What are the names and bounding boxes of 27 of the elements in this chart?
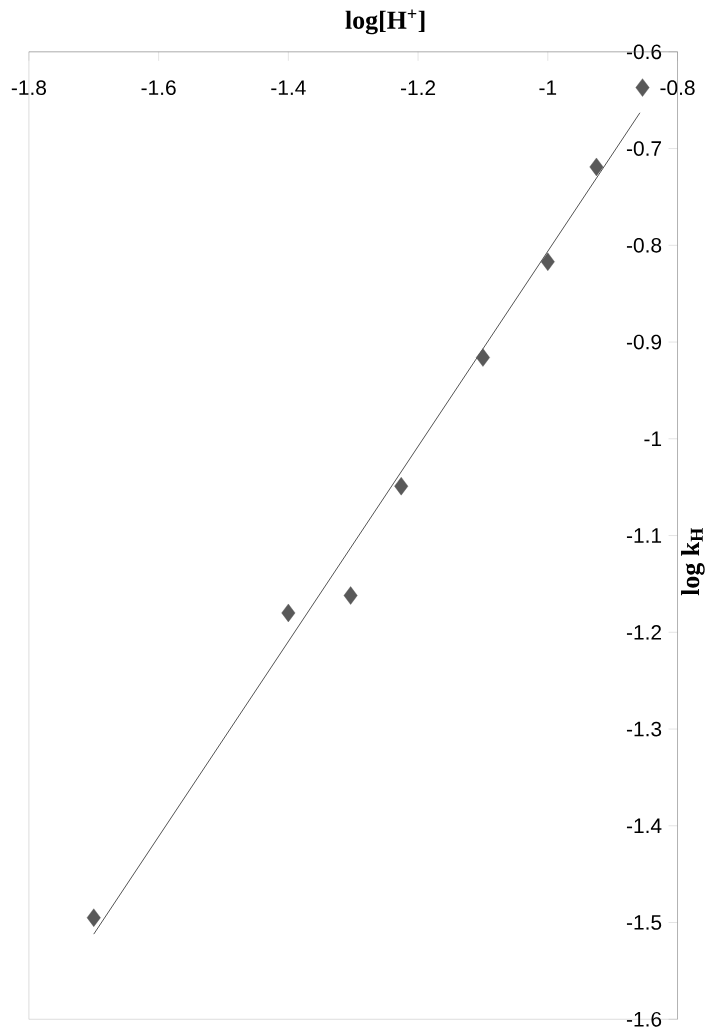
x-tick-label: -1.2 [400, 80, 436, 95]
point [540, 252, 555, 271]
point [343, 586, 358, 605]
x-axis-title: log[H$^{+}$] [345, 9, 425, 35]
x-tick-label: -0.8 [660, 80, 695, 96]
x-tick-label: -1.6 [141, 80, 176, 96]
point [476, 348, 490, 367]
y-tick-label: -0.7 [626, 141, 661, 156]
point [281, 603, 296, 623]
y-tick-label: -1.6 [626, 1011, 662, 1027]
point [589, 157, 604, 177]
y-tick-label: -1.3 [626, 721, 662, 737]
y-tick-label: -0.6 [626, 44, 662, 60]
point [394, 477, 409, 496]
y-tick-label: -1 [644, 431, 662, 446]
point [635, 78, 650, 97]
y-tick-label: -1.1 [626, 528, 662, 543]
y-tick-label: -1.2 [626, 624, 661, 640]
point [86, 908, 101, 927]
x-tick-label: -1 [539, 80, 557, 95]
x-tick-label: -1.8 [11, 80, 46, 96]
x-tick-label: -1.4 [271, 80, 306, 95]
y-axis-title: log k$_{H}$ [681, 528, 705, 596]
y-tick-label: -1.4 [626, 818, 662, 833]
y-tick-label: -0.8 [626, 237, 662, 253]
y-tick-label: -1.5 [626, 915, 662, 930]
y-tick-label: -0.9 [626, 334, 662, 350]
